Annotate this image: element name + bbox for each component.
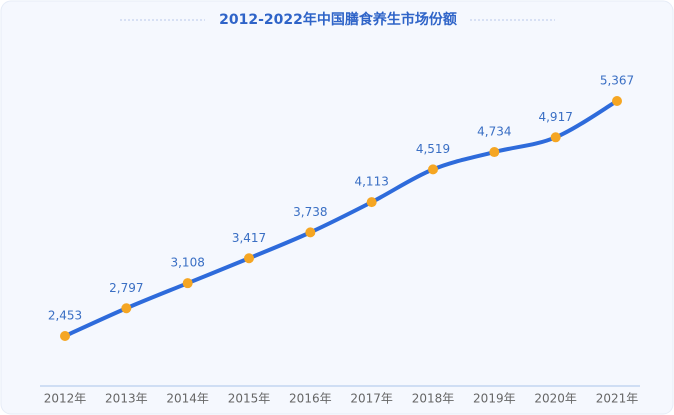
chart-title: 2012-2022年中国膳食养生市场份额 — [219, 11, 457, 28]
x-tick-label: 2013年 — [105, 392, 148, 406]
point — [550, 132, 561, 143]
x-tick-label: 2017年 — [350, 392, 393, 406]
point — [182, 278, 193, 289]
data-label: 3,417 — [232, 231, 266, 245]
data-label: 4,519 — [416, 142, 450, 156]
point — [489, 147, 500, 158]
x-tick-label: 2019年 — [473, 392, 516, 406]
point — [121, 303, 132, 314]
x-tick-label: 2016年 — [289, 392, 332, 406]
x-tick-label: 2012年 — [44, 392, 87, 406]
point — [428, 164, 438, 175]
point — [305, 227, 316, 238]
point — [612, 96, 622, 106]
line — [63, 99, 619, 338]
data-label: 5,367 — [600, 74, 634, 88]
data-label: 2,453 — [48, 309, 82, 323]
x-tick-label: 2020年 — [534, 392, 577, 406]
data-label: 4,113 — [354, 175, 388, 189]
data-label: 3,738 — [293, 205, 327, 219]
data-label: 2,797 — [109, 281, 143, 295]
data-label: 3,108 — [170, 256, 204, 270]
data-label: 4,917 — [538, 110, 572, 124]
point — [244, 253, 254, 264]
x-tick-label: 2018年 — [412, 392, 455, 406]
x-tick-label: 2021年 — [596, 392, 639, 406]
point — [60, 331, 70, 341]
point — [366, 197, 377, 208]
x-tick-label: 2015年 — [228, 392, 271, 406]
data-label: 4,734 — [477, 125, 511, 139]
x-tick-label: 2014年 — [166, 392, 209, 406]
